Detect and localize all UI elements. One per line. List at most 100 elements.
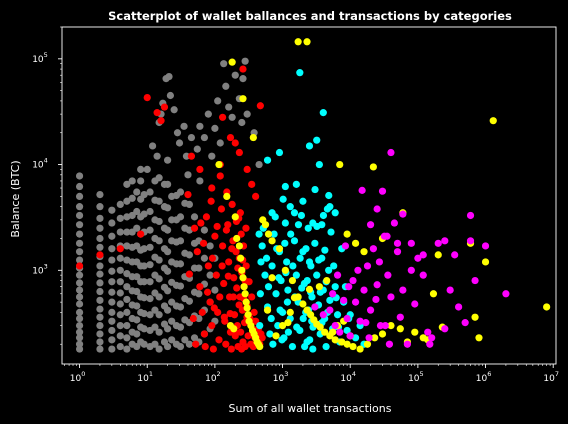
data-point <box>243 165 251 174</box>
data-point <box>211 124 219 132</box>
data-point <box>140 325 148 333</box>
data-point <box>249 133 257 142</box>
data-point <box>331 322 339 330</box>
data-point <box>278 336 286 344</box>
x-tick-label: 106 <box>476 370 492 384</box>
data-point <box>239 274 247 282</box>
data-point <box>281 182 289 191</box>
data-point <box>242 262 250 270</box>
data-point <box>233 234 241 243</box>
data-point <box>140 210 148 218</box>
data-point <box>281 239 289 247</box>
data-point <box>164 248 172 256</box>
data-point <box>272 332 280 340</box>
data-point <box>419 271 427 279</box>
data-point <box>75 271 84 279</box>
data-point <box>419 251 427 259</box>
data-point <box>471 313 479 321</box>
data-point <box>157 117 165 125</box>
data-point <box>366 306 375 314</box>
data-point <box>288 276 297 285</box>
data-point <box>393 248 402 256</box>
data-point <box>146 295 154 303</box>
data-point <box>471 276 479 285</box>
data-point <box>292 271 300 279</box>
data-point <box>366 221 375 229</box>
data-point <box>155 197 163 205</box>
data-point <box>75 182 84 191</box>
data-point <box>133 316 141 324</box>
data-point <box>407 266 415 274</box>
data-point <box>75 314 84 323</box>
data-point <box>373 281 381 289</box>
data-point <box>428 334 436 342</box>
data-point <box>148 142 157 150</box>
data-point <box>176 342 185 351</box>
data-point <box>426 340 434 348</box>
data-point <box>244 311 252 319</box>
data-point <box>270 230 278 238</box>
data-point <box>411 300 419 308</box>
data-point <box>331 336 339 344</box>
data-point <box>155 275 163 283</box>
data-point <box>327 228 335 236</box>
data-point <box>323 276 331 285</box>
data-point <box>268 262 276 270</box>
data-point <box>140 309 148 318</box>
data-point <box>303 276 311 285</box>
data-point <box>164 267 172 275</box>
data-point <box>336 328 344 336</box>
data-point <box>116 332 124 340</box>
data-point <box>268 274 276 282</box>
data-point <box>238 118 246 127</box>
data-point <box>255 160 263 169</box>
data-point <box>275 245 284 253</box>
data-point <box>168 336 176 344</box>
data-point <box>195 314 203 323</box>
data-point <box>434 239 442 247</box>
data-point <box>346 332 354 340</box>
data-point <box>304 224 312 232</box>
data-point <box>75 262 84 270</box>
x-axis-label: Sum of all wallet transactions <box>229 402 392 415</box>
data-point <box>146 261 154 269</box>
data-point <box>286 308 294 316</box>
data-point <box>466 211 475 220</box>
x-tick-label: 101 <box>137 370 153 384</box>
data-point <box>146 188 154 196</box>
data-point <box>223 192 231 200</box>
data-point <box>75 279 84 287</box>
data-point <box>289 262 297 270</box>
data-point <box>193 145 201 153</box>
data-point <box>336 160 344 169</box>
data-point <box>283 298 292 306</box>
data-point <box>331 209 339 217</box>
data-point <box>296 254 304 262</box>
data-point <box>197 219 205 227</box>
data-point <box>181 336 189 344</box>
data-point <box>268 209 276 217</box>
data-point <box>140 294 148 302</box>
data-point <box>241 290 249 298</box>
data-point <box>140 191 148 199</box>
data-point <box>258 242 266 250</box>
data-point <box>185 200 193 209</box>
data-point <box>299 300 307 308</box>
data-point <box>164 287 172 295</box>
y-tick-label: 104 <box>32 157 48 171</box>
data-point <box>451 251 459 259</box>
data-point <box>206 271 214 279</box>
data-point <box>123 197 131 205</box>
data-point <box>311 303 319 311</box>
data-point <box>165 72 173 81</box>
data-point <box>256 102 264 110</box>
y-axis-label: Balance (BTC) <box>9 160 22 237</box>
data-point <box>267 314 275 323</box>
data-point <box>354 266 362 274</box>
data-point <box>108 308 116 316</box>
data-point <box>214 97 222 105</box>
data-point <box>108 256 116 264</box>
data-point <box>226 133 235 142</box>
data-point <box>108 206 116 214</box>
data-point <box>378 187 387 195</box>
